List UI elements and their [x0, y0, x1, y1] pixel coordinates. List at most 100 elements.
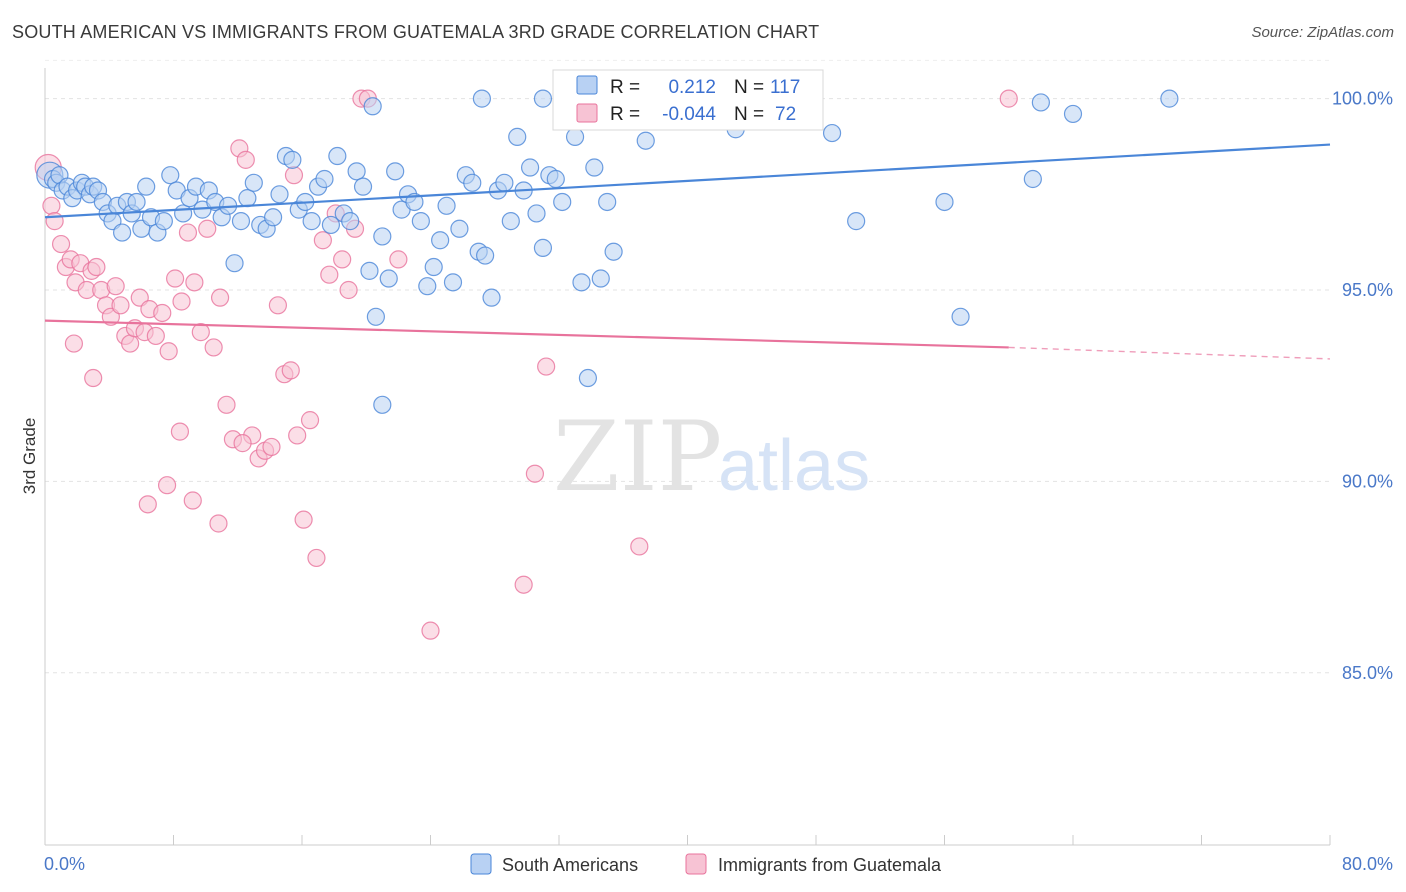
point-guatemala-71: [64, 334, 84, 353]
point-guatemala-2: [45, 212, 64, 231]
legend-swatch-guatemala: [685, 853, 707, 875]
trend-line-guatemala-extension: [1008, 346, 1331, 360]
point-south-americans-50: [315, 169, 334, 189]
y-tick-labels: 100.0% 95.0% 90.0% 85.0%: [1332, 89, 1393, 683]
stats-box-frame: [552, 69, 824, 131]
x-tick-label-start: 0.0%: [44, 854, 85, 874]
point-guatemala-22: [146, 326, 165, 346]
point-south-americans-28: [174, 204, 193, 223]
point-guatemala-44: [288, 426, 307, 445]
point-south-americans-68: [431, 231, 450, 250]
point-guatemala-33: [217, 395, 236, 414]
point-guatemala-58: [84, 368, 103, 388]
point-guatemala-31: [204, 338, 223, 357]
point-guatemala-46: [300, 411, 320, 430]
point-guatemala-41: [268, 296, 288, 315]
legend-label-south-americans: South Americans: [502, 855, 638, 875]
point-guatemala-68: [630, 537, 649, 556]
point-guatemala-67: [537, 357, 556, 376]
point-south-americans-95: [604, 242, 623, 261]
point-south-americans-93: [591, 269, 610, 288]
point-guatemala-57: [421, 621, 440, 640]
point-south-americans-82: [520, 158, 540, 177]
point-south-americans-90: [572, 273, 591, 292]
point-south-americans-71: [450, 219, 469, 238]
point-guatemala-51: [333, 250, 352, 269]
point-south-americans-94: [598, 192, 617, 212]
point-guatemala-3: [51, 234, 71, 254]
point-guatemala-64: [233, 434, 252, 453]
point-south-americans-109: [935, 192, 954, 212]
point-guatemala-24: [159, 342, 178, 361]
point-south-americans-42: [263, 208, 283, 227]
x-tick-label-end: 80.0%: [1342, 854, 1393, 874]
point-south-americans-91: [578, 368, 598, 388]
stats-n-label-blue: N =: [734, 77, 764, 98]
point-guatemala-52: [339, 280, 358, 300]
source-credit: Source: ZipAtlas.com: [1251, 24, 1394, 41]
point-south-americans-20: [127, 192, 146, 212]
point-south-americans-76: [482, 288, 501, 307]
point-south-americans-78: [495, 173, 514, 192]
point-south-americans-57: [360, 261, 379, 280]
point-south-americans-102: [636, 131, 655, 150]
point-south-americans-59: [373, 227, 392, 246]
point-south-americans-75: [476, 246, 495, 265]
point-guatemala-45: [294, 510, 313, 529]
point-south-americans-51: [321, 215, 341, 235]
point-south-americans-83: [527, 204, 546, 223]
y-axis-label: 3rd Grade: [20, 418, 39, 495]
trend-line-south-americans: [44, 143, 1331, 219]
point-south-americans-116: [373, 395, 392, 414]
y-tick-label-1: 95.0%: [1342, 280, 1393, 300]
point-south-americans-61: [386, 162, 405, 181]
point-south-americans-65: [411, 212, 430, 231]
stats-swatch-blue: [576, 75, 598, 95]
stats-n-value-blue: 117: [770, 77, 800, 98]
watermark-zip: ZIP: [553, 401, 722, 513]
legend: South Americans Immigrants from Guatemal…: [470, 853, 942, 875]
point-south-americans-56: [353, 177, 373, 196]
point-south-americans-17: [112, 223, 132, 242]
point-guatemala-70: [999, 89, 1018, 108]
stats-n-label-pink: N =: [734, 104, 764, 125]
point-south-americans-108: [822, 123, 842, 143]
point-guatemala-59: [138, 495, 157, 514]
watermark: ZIP atlas: [553, 401, 870, 513]
point-south-americans-86: [546, 169, 565, 189]
point-guatemala-26: [172, 292, 191, 311]
point-south-americans-66: [418, 277, 437, 296]
point-guatemala-43: [281, 361, 300, 380]
point-south-americans-36: [225, 254, 244, 273]
y-tick-label-2: 90.0%: [1342, 471, 1393, 491]
point-guatemala-56: [389, 250, 408, 269]
point-south-americans-45: [283, 150, 302, 169]
point-guatemala-32: [210, 288, 230, 307]
watermark-atlas: atlas: [718, 426, 870, 506]
point-south-americans-26: [161, 166, 180, 185]
stats-r-value-pink: -0.044: [662, 104, 716, 125]
point-guatemala-14: [106, 277, 125, 296]
point-south-americans-58: [366, 307, 385, 326]
point-south-americans-110: [951, 307, 970, 326]
point-guatemala-29: [191, 323, 210, 342]
axes: [44, 68, 1331, 846]
point-south-americans-64: [405, 192, 424, 212]
point-south-americans-60: [379, 269, 398, 288]
point-south-americans-69: [437, 196, 456, 215]
stats-box: R = 0.212 N = 117 R = -0.044 N = 72: [552, 69, 824, 131]
point-south-americans-113: [1160, 89, 1179, 108]
point-south-americans-37: [231, 212, 251, 231]
point-guatemala-25: [166, 269, 185, 288]
point-south-americans-79: [501, 212, 520, 231]
point-south-americans-96: [363, 97, 382, 116]
legend-swatch-south-americans: [470, 853, 492, 875]
point-south-americans-52: [328, 146, 347, 166]
point-guatemala-47: [307, 548, 326, 568]
point-guatemala-63: [209, 514, 228, 533]
y-tick-label-3: 85.0%: [1342, 663, 1393, 683]
point-guatemala-10: [87, 257, 106, 277]
y-tick-label-0: 100.0%: [1332, 89, 1393, 109]
point-guatemala-49: [320, 265, 339, 284]
point-guatemala-48: [313, 231, 332, 250]
